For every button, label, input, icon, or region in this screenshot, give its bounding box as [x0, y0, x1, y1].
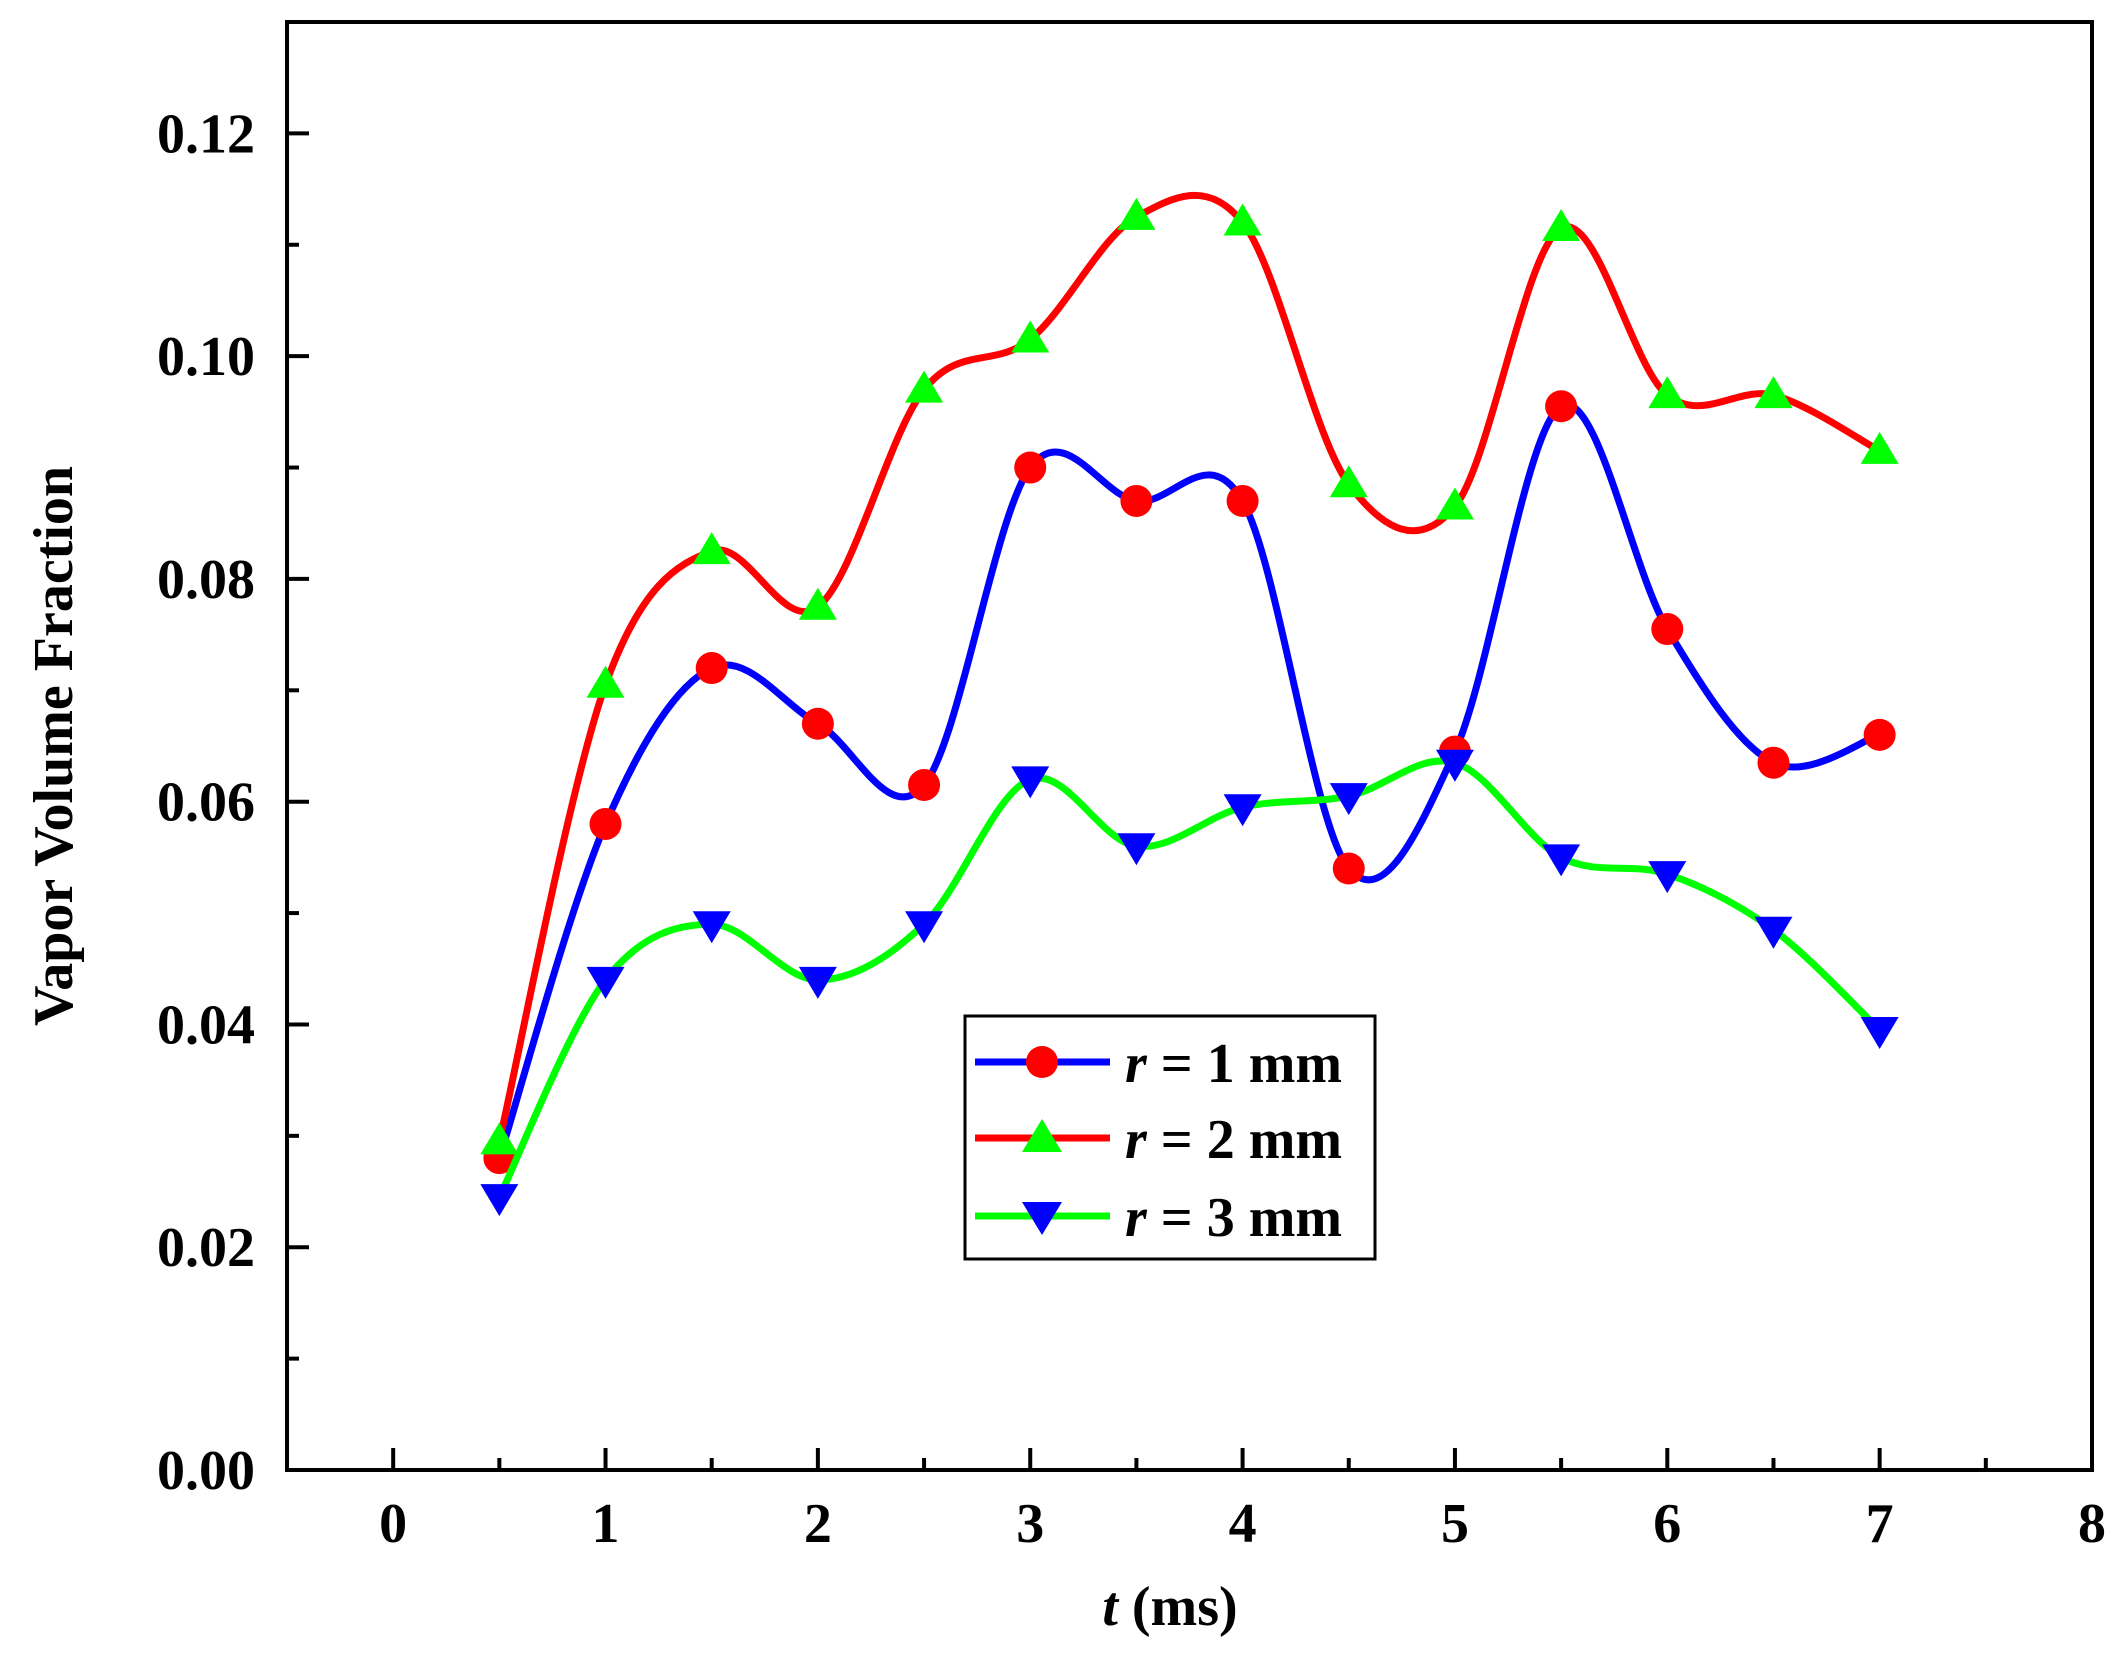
data-point: [1757, 746, 1790, 779]
legend-item-r2: r = 2 mm: [975, 1109, 1342, 1171]
series-line-r2: [495, 191, 1884, 1145]
data-point: [1223, 794, 1262, 827]
legend-label-r1: r = 1 mm: [1125, 1033, 1342, 1095]
y-axis-title: Vapor Volume Fraction: [23, 466, 85, 1026]
x-tick-label: 3: [1016, 1493, 1044, 1555]
data-point: [1542, 844, 1581, 877]
legend: r = 1 mm r = 2 mm r = 3 mm: [963, 1014, 1377, 1261]
legend-var-r2: r: [1125, 1109, 1148, 1171]
data-point: [586, 665, 625, 698]
ticks-layer: 0 1 2 3 4 5 6 7 8 0.00 0.02 0.04 0.06 0.08 0.10 0.12: [157, 103, 2106, 1555]
data-point: [589, 807, 622, 840]
data-point: [1329, 465, 1368, 498]
x-tick-label: 0: [379, 1493, 407, 1555]
data-point: [1651, 613, 1684, 646]
data-point: [1860, 431, 1899, 464]
data-point: [695, 652, 728, 685]
data-point: [692, 911, 731, 944]
data-point: [1648, 376, 1687, 409]
data-point: [1226, 484, 1259, 517]
data-point: [1011, 766, 1050, 799]
y-tick-label: 0.04: [157, 994, 255, 1056]
data-point: [1754, 376, 1793, 409]
data-point: [798, 966, 837, 999]
data-point: [1117, 833, 1156, 866]
legend-item-r3: r = 3 mm: [975, 1187, 1342, 1249]
data-point: [1332, 852, 1365, 885]
data-point: [1435, 487, 1474, 520]
series-r3: [480, 749, 1899, 1217]
data-point: [798, 587, 837, 620]
data-point: [908, 768, 941, 801]
data-point: [480, 1184, 519, 1217]
legend-marker-r3: [1022, 1202, 1062, 1235]
x-tick-label: 5: [1441, 1493, 1469, 1555]
data-point: [801, 707, 834, 740]
x-axis-unit: (ms): [1118, 1576, 1238, 1638]
data-point: [1120, 484, 1153, 517]
x-tick-label: 7: [1866, 1493, 1894, 1555]
x-tick-label: 2: [804, 1493, 832, 1555]
legend-rest-r1: = 1 mm: [1147, 1033, 1342, 1095]
data-point: [1860, 1017, 1899, 1050]
legend-marker-r1: [1026, 1046, 1058, 1078]
y-tick-label: 0.10: [157, 326, 255, 388]
data-point: [586, 966, 625, 999]
data-point: [1542, 209, 1581, 242]
data-point: [1648, 861, 1687, 894]
x-axis-variable: t: [1102, 1576, 1119, 1638]
data-point: [905, 911, 944, 944]
legend-var-r1: r: [1125, 1033, 1148, 1095]
legend-rest-r3: = 3 mm: [1147, 1187, 1342, 1249]
data-point: [480, 1122, 519, 1155]
data-point: [1014, 451, 1047, 484]
data-point: [1329, 783, 1368, 816]
legend-marker-r2: [1022, 1119, 1062, 1152]
y-tick-label: 0.00: [157, 1440, 255, 1502]
data-point: [1863, 718, 1896, 751]
y-tick-label: 0.06: [157, 772, 255, 834]
legend-item-r1: r = 1 mm: [975, 1033, 1342, 1095]
data-point: [1754, 916, 1793, 949]
series-layer: [480, 191, 1899, 1217]
y-tick-label: 0.12: [157, 103, 255, 165]
series-r2: [480, 191, 1899, 1155]
data-point: [692, 532, 731, 565]
x-tick-label: 8: [2078, 1493, 2106, 1555]
legend-label-r3: r = 3 mm: [1125, 1187, 1342, 1249]
legend-label-r2: r = 2 mm: [1125, 1109, 1342, 1171]
data-point: [905, 370, 944, 403]
plot-frame: [285, 20, 2094, 1472]
legend-var-r3: r: [1125, 1187, 1148, 1249]
y-tick-label: 0.08: [157, 549, 255, 611]
y-tick-label: 0.02: [157, 1217, 255, 1279]
data-point: [1011, 320, 1050, 353]
data-point: [1117, 197, 1156, 230]
legend-rest-r2: = 2 mm: [1147, 1109, 1342, 1171]
data-point: [1435, 749, 1474, 782]
x-tick-label: 4: [1229, 1493, 1257, 1555]
x-tick-label: 6: [1653, 1493, 1681, 1555]
x-axis-title: t (ms): [1102, 1576, 1237, 1638]
data-point: [1545, 390, 1578, 423]
data-point: [1223, 203, 1262, 236]
x-tick-label: 1: [592, 1493, 620, 1555]
